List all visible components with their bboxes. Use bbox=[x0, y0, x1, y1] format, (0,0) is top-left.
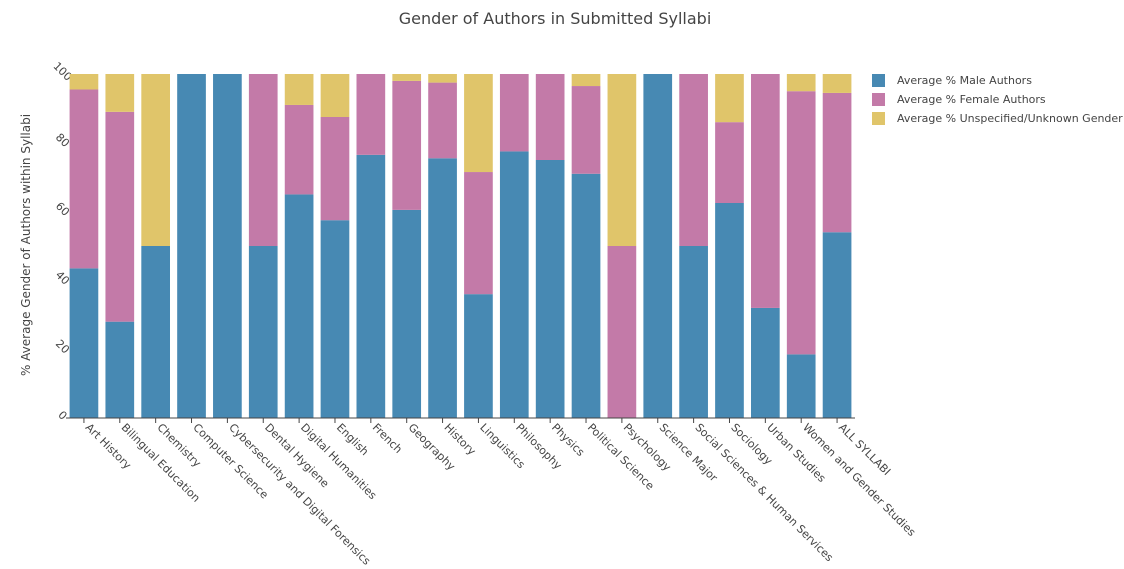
bar-female[interactable] bbox=[822, 92, 852, 233]
bar-unknown[interactable] bbox=[141, 74, 170, 246]
bar-female[interactable] bbox=[284, 104, 314, 195]
bar-male[interactable] bbox=[320, 220, 350, 418]
bar-female[interactable] bbox=[105, 111, 135, 322]
bar-male[interactable] bbox=[535, 160, 565, 418]
bar-female[interactable] bbox=[571, 86, 601, 174]
bar-male[interactable] bbox=[356, 154, 386, 418]
bar-male[interactable] bbox=[499, 151, 529, 418]
bar-male[interactable] bbox=[643, 74, 673, 418]
bar-female[interactable] bbox=[464, 172, 493, 295]
y-tick-label: 40 bbox=[53, 268, 72, 287]
bar-male[interactable] bbox=[69, 268, 99, 418]
x-tick-label: Dental Hygiene bbox=[262, 421, 332, 491]
y-tick-label: 60 bbox=[53, 200, 72, 219]
bar-male[interactable] bbox=[464, 294, 493, 418]
bar-unknown[interactable] bbox=[428, 74, 457, 83]
bar-female[interactable] bbox=[751, 74, 780, 308]
bar-unknown[interactable] bbox=[320, 74, 350, 117]
bar-female[interactable] bbox=[248, 74, 278, 246]
legend-item[interactable]: Average % Unspecified/Unknown Gender bbox=[872, 112, 1123, 125]
chart-title: Gender of Authors in Submitted Syllabi bbox=[399, 9, 712, 28]
x-tick-label: Political Science bbox=[585, 421, 657, 493]
legend-label: Average % Male Authors bbox=[897, 74, 1032, 87]
y-tick-label: 80 bbox=[53, 131, 72, 150]
bar-male[interactable] bbox=[822, 232, 852, 418]
bar-male[interactable] bbox=[248, 246, 278, 418]
bar-male[interactable] bbox=[571, 173, 601, 418]
legend-label: Average % Female Authors bbox=[897, 93, 1046, 106]
bar-unknown[interactable] bbox=[715, 74, 744, 123]
bar-male[interactable] bbox=[392, 209, 422, 418]
bar-unknown[interactable] bbox=[284, 74, 314, 105]
bar-female[interactable] bbox=[428, 82, 457, 159]
bar-female[interactable] bbox=[607, 246, 637, 418]
bar-unknown[interactable] bbox=[786, 74, 816, 92]
bar-unknown[interactable] bbox=[392, 74, 422, 81]
legend[interactable]: Average % Male Authors Average % Female A… bbox=[872, 74, 1123, 125]
y-tick-label: 20 bbox=[53, 337, 72, 356]
y-axis-label: % Average Gender of Authors within Sylla… bbox=[19, 114, 33, 376]
bar-female[interactable] bbox=[535, 74, 565, 160]
bar-female[interactable] bbox=[69, 89, 99, 269]
bar-male[interactable] bbox=[213, 74, 242, 418]
bar-male[interactable] bbox=[284, 194, 314, 418]
bar-unknown[interactable] bbox=[69, 74, 99, 90]
legend-swatch bbox=[872, 93, 885, 106]
bar-female[interactable] bbox=[356, 74, 386, 155]
bar-female[interactable] bbox=[392, 80, 422, 210]
bar-female[interactable] bbox=[679, 74, 708, 246]
legend-swatch bbox=[872, 74, 885, 87]
bar-unknown[interactable] bbox=[105, 74, 135, 112]
bar-unknown[interactable] bbox=[607, 74, 637, 246]
legend-item[interactable]: Average % Female Authors bbox=[872, 93, 1046, 106]
bar-female[interactable] bbox=[715, 122, 744, 203]
legend-swatch bbox=[872, 112, 885, 125]
bar-male[interactable] bbox=[105, 321, 135, 418]
bars-layer bbox=[69, 74, 852, 418]
legend-item[interactable]: Average % Male Authors bbox=[872, 74, 1032, 87]
x-tick-label: French bbox=[370, 421, 405, 456]
bar-unknown[interactable] bbox=[822, 74, 852, 93]
bar-male[interactable] bbox=[177, 74, 206, 418]
bar-male[interactable] bbox=[786, 354, 816, 418]
legend-label: Average % Unspecified/Unknown Gender bbox=[897, 112, 1123, 125]
bar-female[interactable] bbox=[499, 74, 529, 152]
bar-unknown[interactable] bbox=[464, 74, 493, 173]
bar-female[interactable] bbox=[320, 117, 350, 221]
y-tick-label: 0 bbox=[55, 408, 69, 422]
bar-male[interactable] bbox=[141, 246, 170, 418]
bar-male[interactable] bbox=[428, 158, 457, 418]
bar-unknown[interactable] bbox=[571, 74, 601, 87]
bar-male[interactable] bbox=[679, 246, 708, 418]
bar-male[interactable] bbox=[715, 203, 744, 418]
bar-male[interactable] bbox=[751, 307, 780, 418]
bar-female[interactable] bbox=[786, 91, 816, 355]
